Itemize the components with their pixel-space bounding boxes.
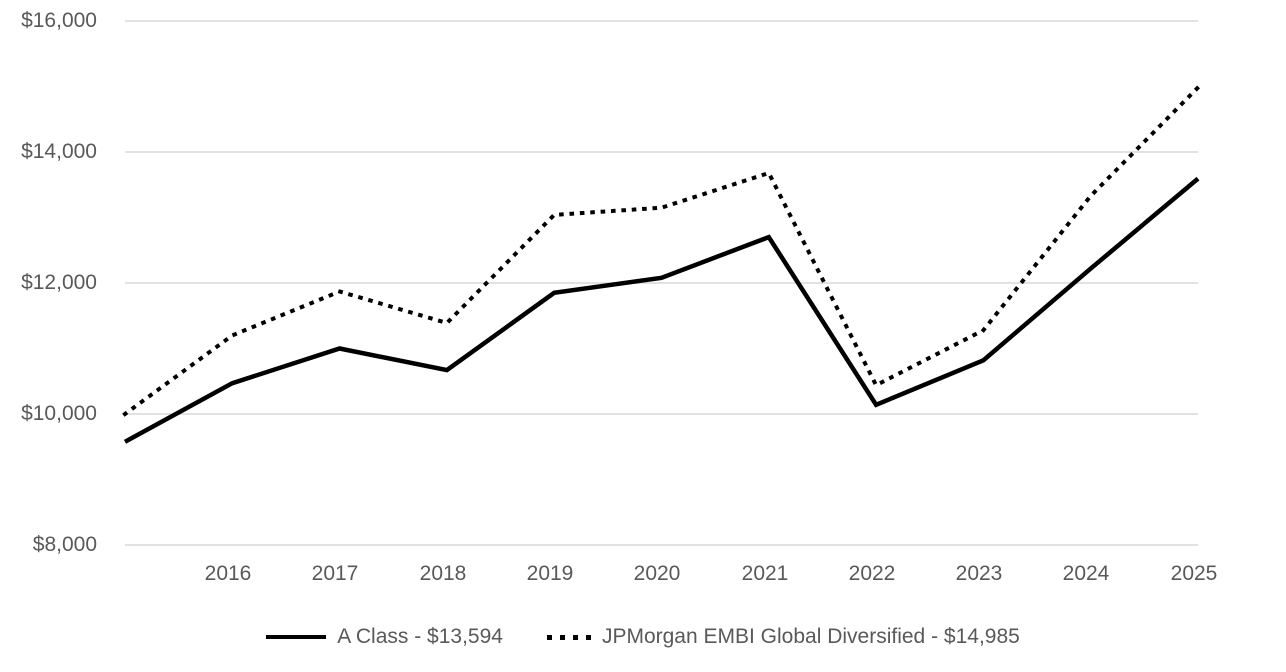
legend-item-a-class: A Class - $13,594 (266, 625, 503, 649)
x-axis-tick-label: 2018 (419, 562, 467, 585)
y-axis-tick-label: $10,000 (21, 402, 97, 425)
solid-line-swatch-icon (266, 635, 327, 639)
legend-label-a-class: A Class - $13,594 (337, 625, 503, 648)
legend: A Class - $13,594 JPMorgan EMBI Global D… (0, 625, 1286, 649)
legend-label-benchmark: JPMorgan EMBI Global Diversified - $14,9… (601, 625, 1020, 648)
y-axis-tick-label: $16,000 (21, 9, 97, 32)
y-axis-tick-label: $8,000 (32, 533, 97, 556)
x-axis-tick-label: 2024 (1062, 562, 1110, 585)
x-axis-tick-label: 2023 (955, 562, 1003, 585)
x-axis-tick-label: 2019 (526, 562, 574, 585)
x-axis-tick-label: 2016 (204, 562, 252, 585)
y-axis-tick-label: $14,000 (21, 140, 97, 163)
x-axis-tick-label: 2022 (848, 562, 896, 585)
legend-item-benchmark: JPMorgan EMBI Global Diversified - $14,9… (546, 625, 1020, 649)
x-axis-tick-label: 2017 (311, 562, 359, 585)
x-axis-tick-label: 2021 (741, 562, 789, 585)
x-axis-tick-label: 2020 (633, 562, 681, 585)
plot-area (122, 20, 1201, 546)
dotted-line-swatch-icon (546, 634, 591, 640)
x-axis-tick-label: 2025 (1170, 562, 1218, 585)
y-axis-tick-label: $12,000 (21, 271, 97, 294)
